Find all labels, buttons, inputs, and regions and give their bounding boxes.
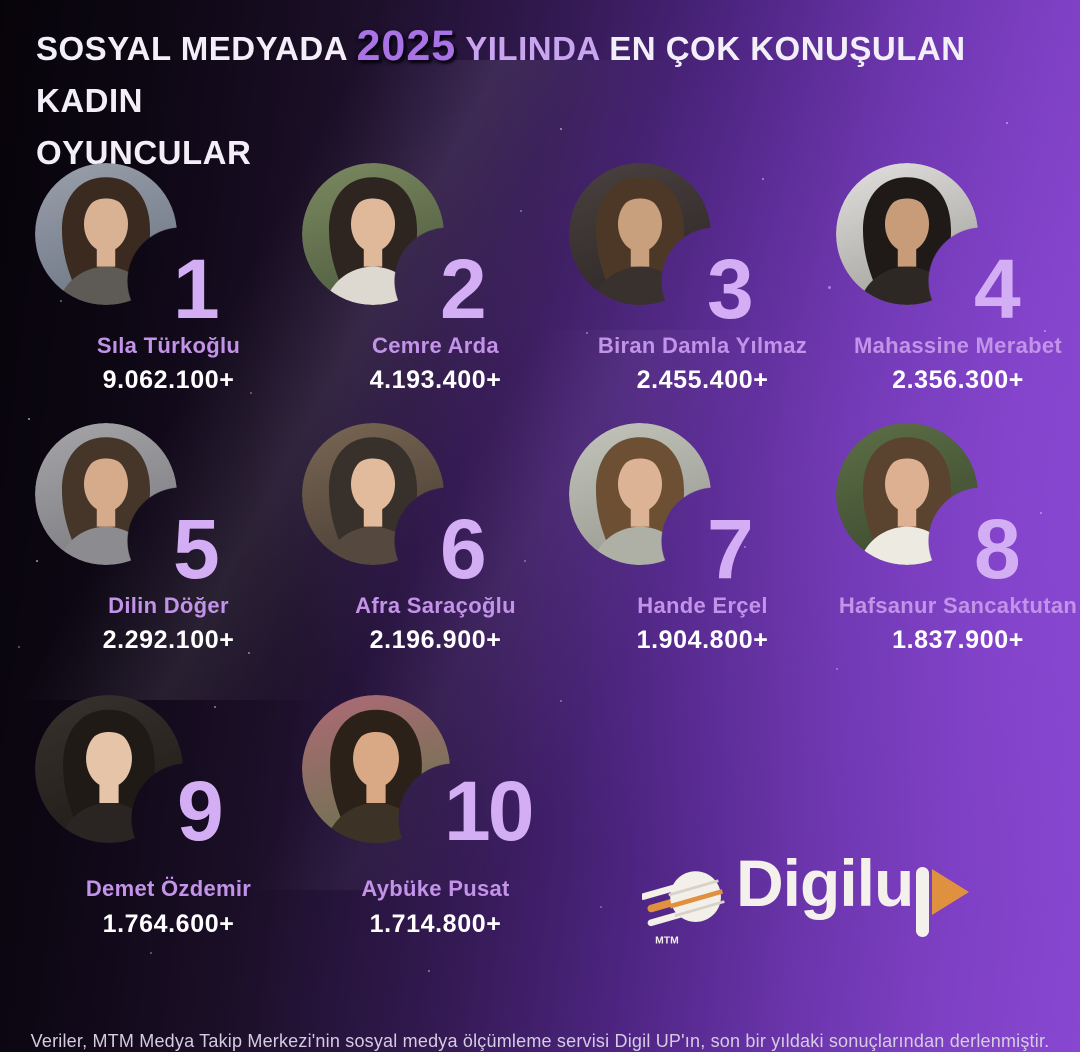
ranking-card: 9 Demet Özdemir 1.764.600+	[35, 695, 302, 943]
star-dot	[428, 970, 430, 972]
brand-wordmark: Digilu	[736, 846, 970, 937]
brand-text: Digilu	[736, 846, 914, 920]
avatar-photo	[836, 423, 978, 565]
mtm-logo-icon: MTM	[640, 854, 736, 958]
ranking-card: 1 Sıla Türkoğlu 9.062.100+	[35, 163, 302, 411]
ranking-card: 8 Hafsanur Sancaktutan 1.837.900+	[836, 423, 1080, 671]
person-name: Dilin Döğer	[108, 593, 229, 618]
avatar-photo	[35, 695, 183, 843]
title-part3: EN ÇOK KONUŞULAN KADIN	[36, 30, 966, 119]
rank-number: 8	[974, 502, 1021, 596]
mention-count: 2.356.300+	[892, 366, 1024, 394]
person-name: Sıla Türkoğlu	[96, 333, 241, 358]
ranking-card: 6 Afra Saraçoğlu 2.196.900+	[302, 423, 569, 671]
mention-count: 1.764.600+	[102, 910, 235, 938]
rank-number: 9	[177, 764, 224, 858]
avatar-photo	[569, 163, 711, 305]
avatar-photo	[302, 423, 444, 565]
source-note: Veriler, MTM Medya Takip Merkezi'nin sos…	[30, 1031, 1050, 1051]
person-name: Biran Damla Yılmaz	[597, 333, 808, 358]
rank-number: 6	[440, 502, 487, 596]
ranking-row-2: 5 Dilin Döğer 2.292.100+ 6 Afra Saraçoğl…	[35, 423, 1080, 671]
rank-number: 1	[173, 242, 220, 336]
play-triangle-icon	[932, 869, 970, 915]
mention-count: 2.455.400+	[636, 366, 769, 394]
avatar-photo	[569, 423, 711, 565]
star-dot	[18, 646, 20, 648]
avatar-photo	[302, 163, 444, 305]
rank-number: 4	[974, 242, 1021, 336]
brand-letter-p	[913, 850, 970, 937]
title-part4: OYUNCULAR	[36, 134, 252, 171]
ranking-card: 3 Biran Damla Yılmaz 2.455.400+	[569, 163, 836, 411]
rank-number: 10	[444, 764, 534, 858]
person-name: Hande Erçel	[637, 593, 768, 618]
mention-count: 1.904.800+	[636, 626, 769, 654]
ranking-row-1: 1 Sıla Türkoğlu 9.062.100+ 2 Cemre Arda …	[35, 163, 1080, 411]
mention-count: 4.193.400+	[369, 366, 502, 394]
digilup-logo: MTM Digilu	[640, 846, 970, 958]
avatar-photo	[35, 423, 177, 565]
avatar-photo	[35, 163, 177, 305]
letter-p-stem	[916, 867, 930, 937]
avatar-photo	[836, 163, 978, 305]
mtm-label: MTM	[655, 936, 679, 947]
ranking-card: 7 Hande Erçel 1.904.800+	[569, 423, 836, 671]
person-name: Hafsanur Sancaktutan	[838, 593, 1078, 618]
avatar-photo	[302, 695, 450, 843]
page-title: SOSYAL MEDYADA 2025 YILINDA EN ÇOK KONUŞ…	[36, 20, 1056, 179]
rank-number: 7	[707, 502, 754, 596]
ranking-card: 4 Mahassine Merabet 2.356.300+	[836, 163, 1080, 411]
ranking-card: 5 Dilin Döğer 2.292.100+	[35, 423, 302, 671]
mention-count: 2.196.900+	[369, 626, 502, 654]
rank-number: 5	[173, 502, 220, 596]
rank-number: 2	[440, 242, 487, 336]
mention-count: 1.714.800+	[369, 910, 502, 938]
rank-number: 3	[707, 242, 754, 336]
person-name: Cemre Arda	[372, 333, 499, 358]
title-part2: YILINDA	[465, 30, 600, 67]
mention-count: 1.837.900+	[892, 626, 1024, 654]
person-name: Aybüke Pusat	[361, 876, 510, 901]
ranking-row-3: 9 Demet Özdemir 1.764.600+ 10 Aybüke Pus…	[35, 695, 1080, 943]
star-dot	[150, 952, 152, 954]
ranking-card: 2 Cemre Arda 4.193.400+	[302, 163, 569, 411]
person-name: Demet Özdemir	[85, 876, 252, 901]
star-dot	[28, 418, 30, 420]
title-year: 2025	[356, 22, 457, 70]
person-name: Afra Saraçoğlu	[355, 593, 516, 618]
ranking-card: 10 Aybüke Pusat 1.714.800+	[302, 695, 569, 943]
person-name: Mahassine Merabet	[853, 333, 1063, 358]
mention-count: 2.292.100+	[102, 626, 235, 654]
mention-count: 9.062.100+	[102, 366, 235, 394]
title-part1: SOSYAL MEDYADA	[36, 30, 347, 67]
